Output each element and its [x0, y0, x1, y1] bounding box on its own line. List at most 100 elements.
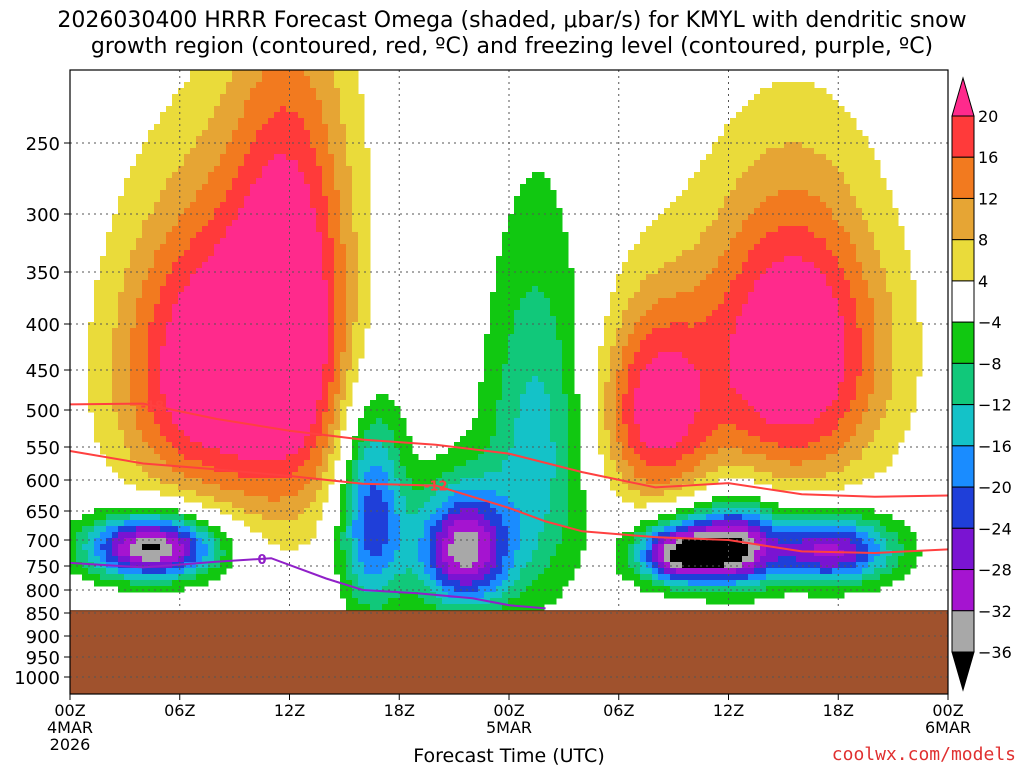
omega-cell — [106, 322, 113, 329]
omega-cell — [490, 412, 497, 419]
omega-cell — [274, 166, 281, 173]
omega-cell — [520, 592, 527, 599]
omega-cell — [538, 268, 545, 275]
omega-cell — [370, 508, 377, 515]
omega-cell — [538, 460, 545, 467]
omega-cell — [178, 172, 185, 179]
omega-cell — [520, 562, 527, 569]
omega-cell — [232, 178, 239, 185]
omega-cell — [514, 220, 521, 227]
omega-cell — [220, 220, 227, 227]
omega-cell — [250, 358, 257, 365]
omega-cell — [160, 400, 167, 407]
omega-cell — [178, 310, 185, 317]
omega-cell — [298, 316, 305, 323]
omega-cell — [328, 400, 335, 407]
omega-cell — [244, 286, 251, 293]
omega-cell — [160, 544, 167, 551]
omega-cell — [184, 136, 191, 143]
chart-title-line2: growth region (contoured, red, ºC) and f… — [90, 34, 934, 59]
omega-cell — [100, 568, 107, 575]
omega-cell — [526, 358, 533, 365]
omega-cell — [124, 514, 131, 521]
omega-cell — [196, 148, 203, 155]
omega-cell — [262, 502, 269, 509]
omega-cell — [292, 112, 299, 119]
omega-cell — [94, 436, 101, 443]
omega-cell — [160, 358, 167, 365]
omega-cell — [256, 232, 263, 239]
omega-cell — [208, 88, 215, 95]
omega-cell — [250, 520, 257, 527]
omega-cell — [526, 466, 533, 473]
omega-cell — [280, 322, 287, 329]
omega-cell — [298, 280, 305, 287]
omega-cell — [238, 82, 245, 89]
omega-cell — [292, 466, 299, 473]
omega-cell — [274, 232, 281, 239]
omega-cell — [352, 112, 359, 119]
omega-cell — [208, 364, 215, 371]
omega-cell — [226, 316, 233, 323]
omega-cell — [544, 454, 551, 461]
omega-cell — [562, 412, 569, 419]
omega-cell — [334, 76, 341, 83]
omega-cell — [508, 460, 515, 467]
omega-cell — [544, 346, 551, 353]
omega-cell — [130, 352, 137, 359]
omega-cell — [442, 532, 449, 539]
omega-cell — [94, 388, 101, 395]
omega-cell — [502, 436, 509, 443]
omega-cell — [316, 196, 323, 203]
omega-cell — [148, 394, 155, 401]
omega-cell — [490, 586, 497, 593]
omega-cell — [328, 382, 335, 389]
omega-cell — [160, 442, 167, 449]
omega-cell — [262, 394, 269, 401]
omega-cell — [250, 514, 257, 521]
omega-cell — [292, 496, 299, 503]
omega-cell — [346, 70, 353, 77]
omega-cell — [226, 148, 233, 155]
omega-cell — [340, 154, 347, 161]
omega-cell — [418, 586, 425, 593]
omega-cell — [472, 490, 479, 497]
omega-cell — [430, 580, 437, 587]
omega-cell — [322, 496, 329, 503]
omega-cell — [112, 382, 119, 389]
omega-cell — [418, 574, 425, 581]
omega-cell — [304, 328, 311, 335]
omega-cell — [148, 226, 155, 233]
omega-cell — [520, 340, 527, 347]
omega-cell — [184, 238, 191, 245]
omega-cell — [214, 286, 221, 293]
omega-cell — [376, 490, 383, 497]
omega-cell — [214, 310, 221, 317]
omega-cell — [136, 328, 143, 335]
omega-cell — [520, 364, 527, 371]
omega-cell — [322, 460, 329, 467]
omega-cell — [472, 538, 479, 545]
omega-cell — [466, 514, 473, 521]
omega-cell — [202, 232, 209, 239]
omega-cell — [256, 466, 263, 473]
omega-cell — [304, 226, 311, 233]
omega-cell — [268, 88, 275, 95]
omega-cell — [298, 172, 305, 179]
omega-cell — [322, 250, 329, 257]
omega-cell — [274, 286, 281, 293]
omega-cell — [118, 286, 125, 293]
omega-cell — [316, 496, 323, 503]
omega-cell — [376, 550, 383, 557]
omega-cell — [406, 484, 413, 491]
omega-cell — [262, 274, 269, 281]
omega-cell — [364, 304, 371, 311]
omega-cell — [544, 214, 551, 221]
omega-cell — [220, 196, 227, 203]
omega-cell — [292, 76, 299, 83]
omega-cell — [268, 340, 275, 347]
omega-cell — [166, 442, 173, 449]
omega-cell — [292, 184, 299, 191]
omega-cell — [268, 382, 275, 389]
omega-cell — [238, 76, 245, 83]
